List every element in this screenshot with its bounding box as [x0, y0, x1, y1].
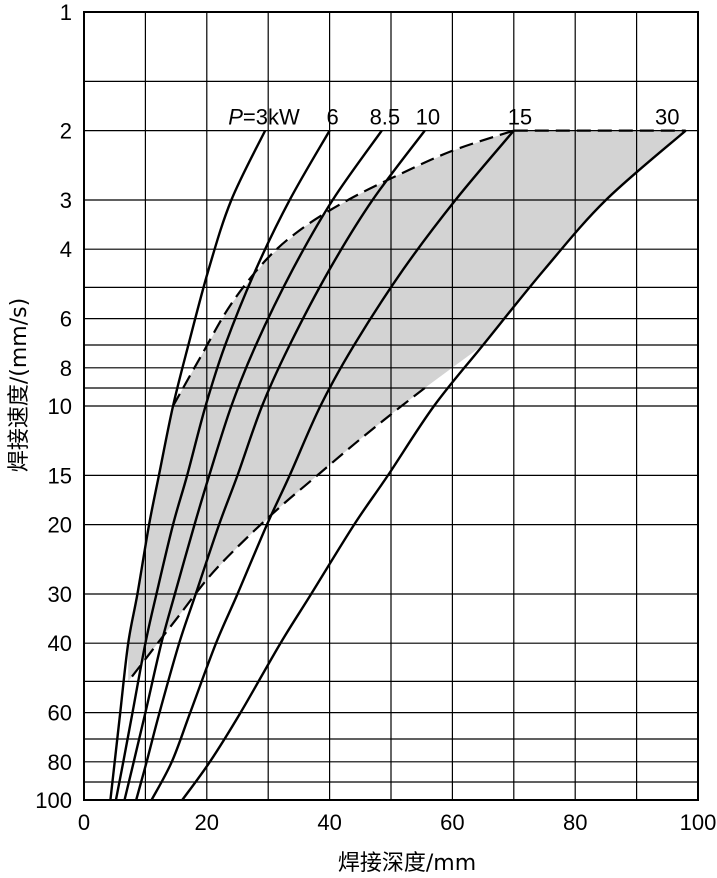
y-tick-label-30: 30 [48, 582, 72, 607]
power-curve-30 [181, 129, 687, 801]
power-curve-10 [135, 129, 426, 801]
series-label-10: 10 [416, 105, 440, 130]
y-tick-label-100: 100 [35, 788, 72, 813]
x-tick-label-100: 100 [680, 810, 717, 835]
y-tick-label-3: 3 [60, 188, 72, 213]
shaded-welding-region [128, 130, 686, 682]
power-curve-8_5 [123, 129, 383, 801]
grid-layer [83, 11, 699, 801]
y-axis-title: 焊接速度/(mm/s) [7, 298, 32, 472]
y-tick-label-8: 8 [60, 356, 72, 381]
series-label-15: 15 [508, 105, 532, 130]
x-tick-label-20: 20 [195, 810, 219, 835]
power-curve-3 [109, 130, 267, 801]
x-tick-label-0: 0 [78, 810, 90, 835]
y-tick-label-40: 40 [48, 631, 72, 656]
y-tick-label-4: 4 [60, 237, 72, 262]
curve-layer [109, 129, 687, 801]
power-curve-6 [114, 130, 331, 801]
series-label-30: 30 [655, 105, 679, 130]
shaded-region-layer [128, 130, 686, 682]
x-tick-label-40: 40 [317, 810, 341, 835]
series-label-3: P=3kW [228, 105, 300, 130]
boundary-layer [127, 129, 686, 683]
lower-dashed-boundary [127, 387, 426, 683]
x-tick-label-80: 80 [563, 810, 587, 835]
y-tick-label-15: 15 [48, 463, 72, 488]
series-label-6: 6 [327, 105, 339, 130]
y-tick-label-2: 2 [60, 119, 72, 144]
series-label-layer: P=3kW 6 8.5 10 15 30 [228, 105, 679, 130]
x-tick-label-60: 60 [440, 810, 464, 835]
y-tick-label-10: 10 [48, 394, 72, 419]
y-tick-label-1: 1 [60, 0, 72, 25]
upper-dashed-boundary [172, 129, 515, 407]
power-curve-15 [150, 129, 515, 801]
series-label-8_5: 8.5 [370, 105, 401, 130]
y-tick-label-60: 60 [48, 701, 72, 726]
y-tick-label-6: 6 [60, 307, 72, 332]
x-axis-title: 焊接深度/mm [338, 851, 476, 876]
y-tick-label-80: 80 [48, 750, 72, 775]
y-tick-label-20: 20 [48, 513, 72, 538]
plot-frame [83, 11, 699, 801]
tick-label-layer: 0 20 40 60 80 100 1 2 3 4 6 8 10 15 20 30 40 60 80 100 [35, 0, 716, 835]
